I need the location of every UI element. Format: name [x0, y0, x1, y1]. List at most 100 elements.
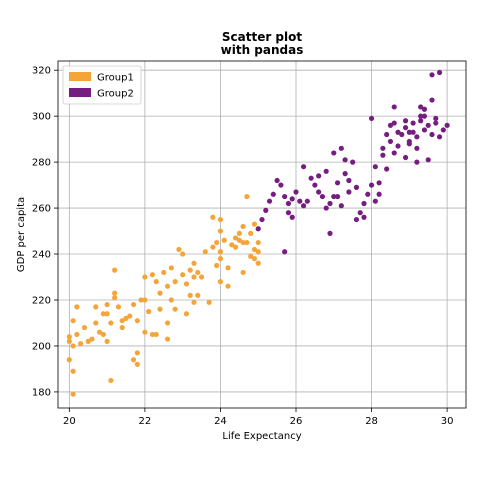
point-group2 — [255, 226, 261, 232]
point-group1 — [78, 341, 84, 347]
point-group1 — [251, 246, 258, 253]
point-group1 — [172, 279, 178, 285]
point-group1 — [240, 269, 246, 276]
point-group2 — [380, 152, 386, 158]
point-group1 — [66, 338, 72, 344]
point-group1 — [240, 239, 246, 246]
point-group1 — [214, 239, 220, 246]
point-group1 — [240, 223, 246, 230]
point-group2 — [274, 177, 280, 184]
legend-label-group2: Group2 — [97, 89, 134, 100]
point-group1 — [130, 357, 137, 363]
point-group2 — [300, 164, 307, 170]
point-group1 — [161, 269, 167, 276]
point-group1 — [183, 281, 190, 287]
point-group2 — [372, 164, 378, 170]
point-group1 — [153, 331, 159, 338]
point-group1 — [85, 338, 91, 344]
y-tick-label: 220 — [32, 295, 51, 306]
x-axis-label: Life Expectancy — [222, 431, 301, 442]
data-points — [66, 69, 450, 397]
point-group1 — [251, 221, 258, 227]
point-group1 — [191, 260, 197, 266]
point-group1 — [217, 279, 224, 285]
y-axis-label: GDP per capita — [16, 197, 27, 272]
point-group1 — [183, 311, 190, 317]
point-group1 — [66, 357, 72, 363]
point-group2 — [384, 131, 390, 138]
point-group2 — [289, 196, 295, 202]
point-group2 — [421, 113, 428, 119]
point-group1 — [130, 301, 137, 308]
point-group1 — [142, 297, 148, 303]
point-group1 — [104, 338, 110, 344]
point-group1 — [195, 269, 201, 276]
point-group1 — [255, 249, 261, 255]
point-group1 — [119, 324, 125, 331]
point-group2 — [361, 214, 367, 220]
point-group2 — [440, 127, 446, 133]
point-group2 — [353, 184, 360, 190]
point-group1 — [195, 292, 201, 298]
point-group1 — [153, 279, 159, 285]
point-group2 — [376, 180, 382, 186]
point-group2 — [444, 122, 450, 128]
point-group1 — [119, 318, 125, 324]
point-group2 — [331, 193, 337, 200]
point-group2 — [327, 200, 333, 207]
point-group1 — [93, 304, 99, 310]
y-axis-ticks: 180 200 220 240 260 280 300 320 — [32, 66, 58, 398]
point-group1 — [100, 331, 106, 338]
point-group2 — [418, 113, 424, 119]
point-group1 — [217, 249, 224, 255]
point-group1 — [244, 193, 250, 200]
point-group1 — [176, 246, 182, 253]
point-group1 — [214, 262, 220, 269]
point-group2 — [334, 180, 341, 186]
y-tick-label: 200 — [32, 341, 51, 352]
chart-title-line-2: with pandas — [221, 43, 304, 57]
point-group1 — [104, 301, 110, 308]
point-group1 — [225, 283, 231, 289]
point-group1 — [236, 230, 242, 236]
point-group1 — [164, 283, 171, 289]
point-group2 — [259, 216, 265, 223]
point-group1 — [89, 336, 95, 342]
point-group2 — [368, 182, 375, 188]
point-group1 — [248, 253, 254, 259]
point-group2 — [406, 141, 412, 147]
point-group2 — [421, 127, 428, 133]
point-group2 — [350, 159, 356, 165]
plot-frame — [57, 60, 467, 409]
x-tick-label: 22 — [139, 416, 152, 427]
point-group1 — [172, 306, 178, 312]
point-group2 — [414, 145, 420, 151]
point-group2 — [429, 72, 435, 78]
point-group1 — [104, 311, 110, 317]
point-group2 — [289, 214, 295, 220]
x-tick-label: 20 — [63, 416, 76, 427]
point-group1 — [191, 274, 197, 280]
point-group1 — [229, 242, 235, 248]
point-group1 — [93, 320, 99, 326]
point-group1 — [142, 274, 148, 280]
point-group1 — [251, 256, 258, 262]
point-group2 — [387, 122, 394, 128]
point-group2 — [327, 230, 333, 236]
point-group2 — [357, 210, 363, 216]
point-group1 — [236, 237, 242, 243]
point-group1 — [164, 336, 171, 342]
point-group2 — [429, 131, 435, 138]
legend-swatch-group2 — [69, 88, 91, 97]
point-group1 — [108, 320, 114, 326]
point-group1 — [149, 331, 156, 338]
point-group2 — [353, 216, 360, 223]
point-group1 — [187, 267, 193, 273]
point-group1 — [210, 214, 216, 220]
point-group1 — [146, 308, 152, 315]
point-group1 — [149, 272, 156, 278]
point-group2 — [266, 198, 273, 204]
point-group2 — [304, 198, 310, 204]
point-group1 — [244, 239, 250, 246]
